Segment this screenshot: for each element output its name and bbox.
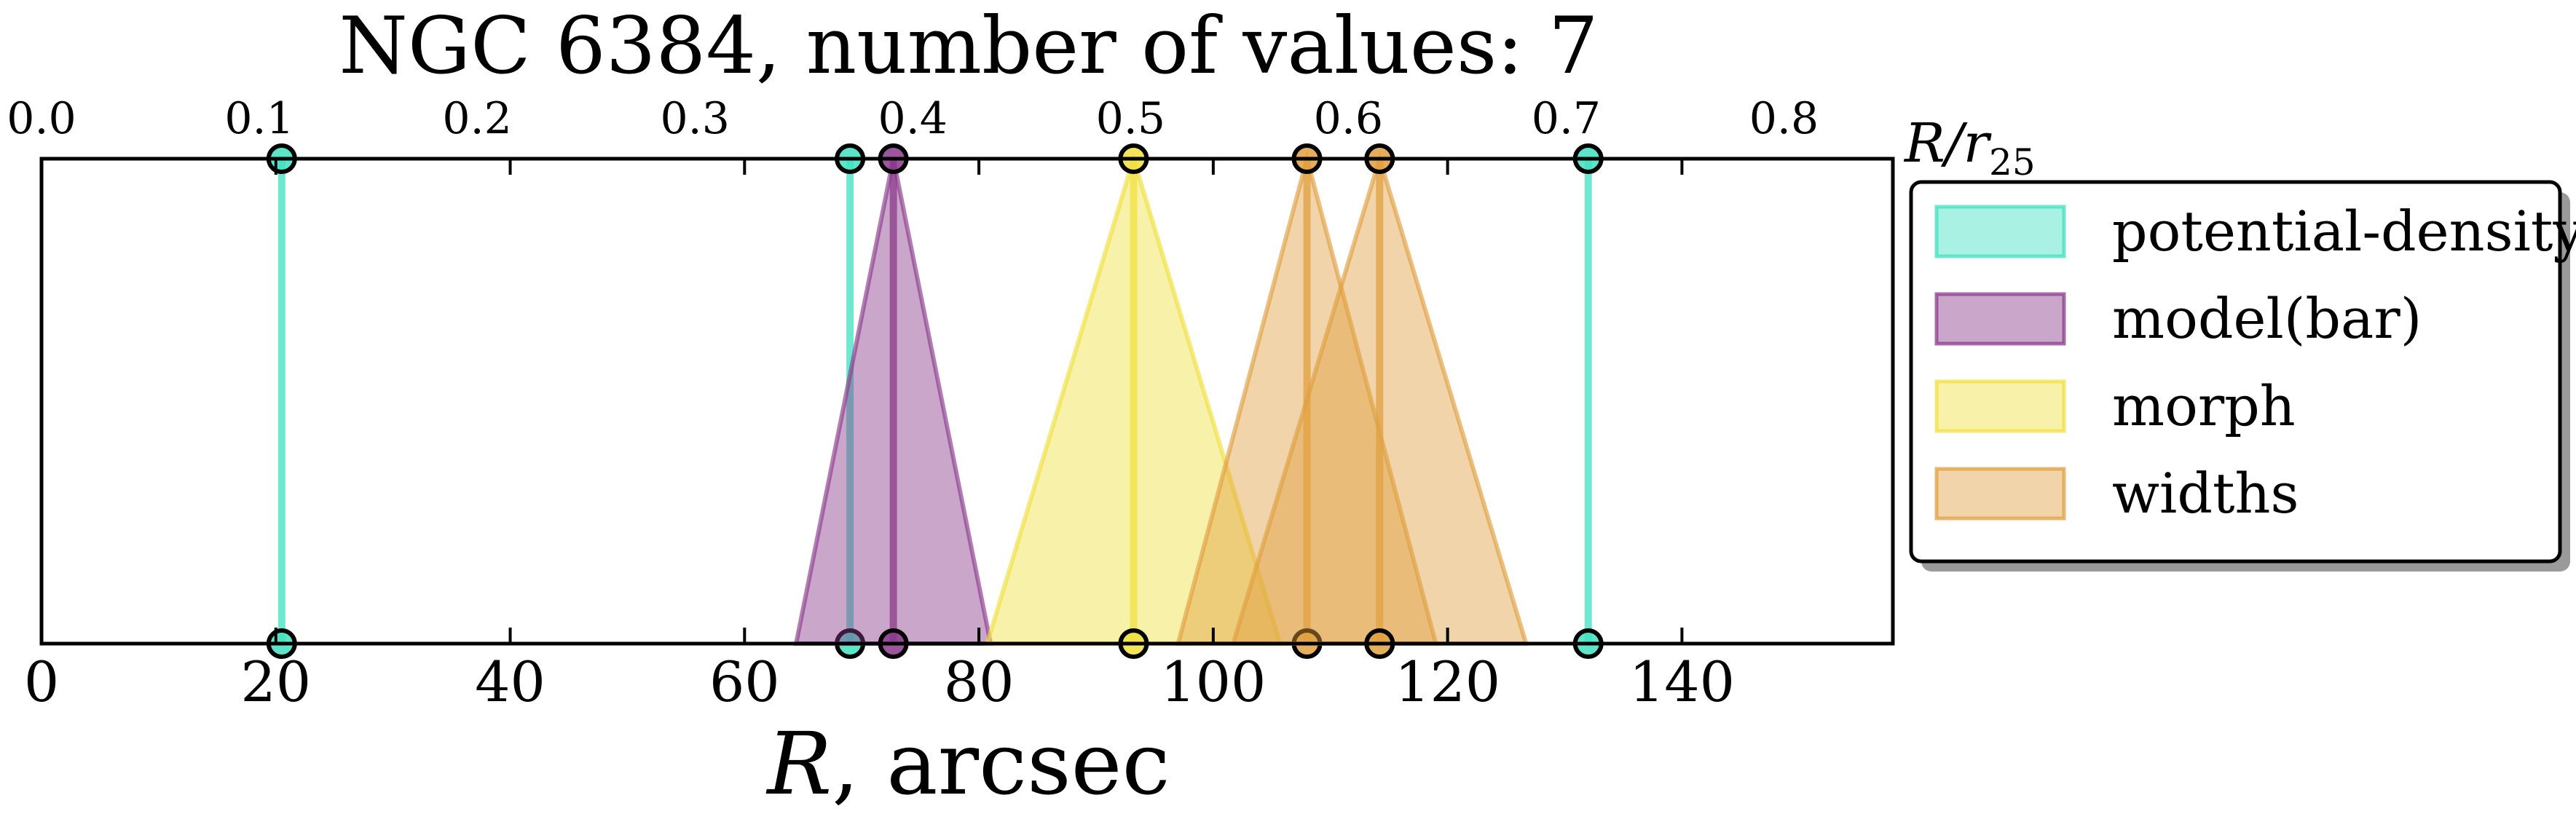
legend-box bbox=[1909, 180, 2562, 564]
legend-label-3: widths bbox=[2112, 461, 2299, 526]
x-tick-label-3: 60 bbox=[709, 649, 780, 714]
top-tick-label-0: 0.0 bbox=[7, 93, 76, 144]
plot-frame bbox=[39, 157, 1895, 646]
legend-label-0: potential-density bbox=[2112, 199, 2576, 264]
legend-items: potential-density model(bar) morph widths bbox=[1934, 199, 2576, 526]
x-tick-label-4: 80 bbox=[944, 649, 1015, 714]
legend-label-2: morph bbox=[2112, 374, 2296, 438]
axis-ticks: 0 20 40 60 80 100 120 140 0.0 0.1 0.2 0.3 0.4 0.5 0.6 0… bbox=[7, 93, 1819, 714]
top-tick-label-1: 0.1 bbox=[224, 93, 294, 144]
top-tick-label-5: 0.5 bbox=[1096, 93, 1165, 144]
top-tick-label-2: 0.2 bbox=[442, 93, 511, 144]
top-axis-label-sub: 25 bbox=[1989, 141, 2036, 183]
x-axis-label: R, arcsec bbox=[765, 714, 1170, 814]
legend-swatch-2 bbox=[1934, 379, 2066, 433]
x-tick-label-1: 20 bbox=[240, 649, 311, 714]
legend: potential-density model(bar) morph widths bbox=[1909, 180, 2576, 572]
x-axis-label-main: R bbox=[765, 714, 832, 814]
top-tick-label-8: 0.8 bbox=[1749, 93, 1819, 144]
top-tick-label-3: 0.3 bbox=[660, 93, 729, 144]
legend-label-1: model(bar) bbox=[2112, 286, 2422, 351]
x-tick-label-6: 120 bbox=[1395, 649, 1500, 714]
x-tick-label-2: 40 bbox=[475, 649, 545, 714]
chart-marks bbox=[266, 143, 1604, 659]
legend-swatch-3 bbox=[1934, 467, 2066, 521]
x-tick-label-5: 100 bbox=[1160, 649, 1266, 714]
legend-swatch-0 bbox=[1934, 205, 2066, 258]
x-axis-label-suffix: , arcsec bbox=[832, 714, 1170, 814]
top-tick-label-6: 0.6 bbox=[1314, 93, 1383, 144]
x-tick-label-7: 140 bbox=[1629, 649, 1735, 714]
top-tick-label-4: 0.4 bbox=[878, 93, 948, 144]
legend-swatch-1 bbox=[1934, 292, 2066, 346]
top-axis-label: R/r25 bbox=[1903, 112, 2036, 183]
x-tick-label-0: 0 bbox=[24, 649, 59, 714]
top-tick-label-7: 0.7 bbox=[1532, 93, 1601, 144]
chart-title: NGC 6384, number of values: 7 bbox=[339, 1, 1598, 92]
top-axis-label-main: R/r bbox=[1903, 112, 1993, 175]
